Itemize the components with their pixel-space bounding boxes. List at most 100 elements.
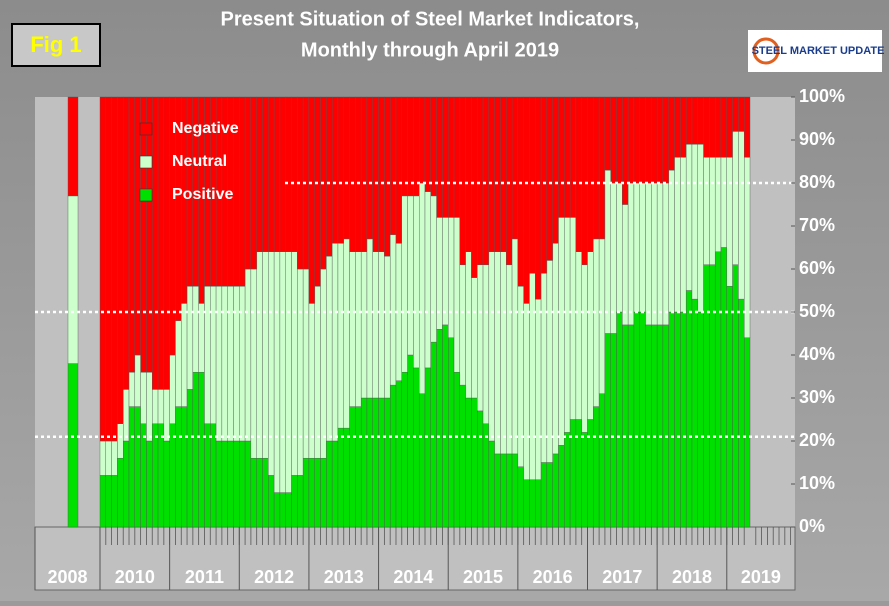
bar-segment: [163, 389, 170, 442]
bar-segment: [471, 96, 478, 278]
bar-segment: [424, 96, 432, 192]
bar-segment: [622, 204, 629, 326]
x-tick-label: 2019: [741, 567, 781, 587]
bar-segment: [262, 458, 269, 528]
bar-segment: [117, 96, 124, 424]
bar-segment: [360, 251, 368, 399]
bar-segment: [256, 96, 263, 253]
bar-segment: [645, 324, 652, 528]
bar-segment: [140, 372, 147, 425]
bar-segment: [517, 466, 524, 528]
bar-segment: [535, 479, 542, 528]
bar-segment: [244, 96, 252, 270]
bar-segment: [488, 440, 495, 528]
bar-segment: [111, 440, 118, 476]
bar-segment: [442, 324, 449, 528]
y-tick-label: 100%: [799, 86, 845, 106]
bar-segment: [488, 251, 495, 442]
bar-segment: [67, 96, 79, 197]
figure-label-box: [11, 23, 101, 67]
y-tick-label: 90%: [799, 129, 835, 149]
bar-segment: [337, 427, 344, 528]
bar-segment: [337, 242, 344, 429]
bar-segment: [529, 96, 536, 274]
bar-segment: [511, 238, 519, 455]
bar-segment: [598, 393, 606, 528]
bar-segment: [343, 96, 350, 240]
bar-segment: [372, 397, 379, 528]
bar-segment: [273, 251, 281, 493]
bar-segment: [192, 372, 199, 528]
bar-segment: [384, 255, 391, 399]
bar-segment: [523, 96, 530, 304]
legend-swatch: [139, 155, 153, 169]
bar-segment: [331, 96, 339, 244]
bar-segment: [326, 255, 333, 442]
bar-segment: [140, 423, 147, 528]
bar-segment: [134, 354, 141, 407]
bar-segment: [256, 458, 263, 528]
bar-segment: [465, 251, 472, 399]
bar-segment: [668, 311, 675, 528]
bar-segment: [424, 191, 432, 369]
bar-segment: [146, 96, 153, 373]
y-tick-label: 10%: [799, 473, 835, 493]
bar-segment: [581, 96, 588, 265]
bar-segment: [506, 96, 513, 265]
bar-segment: [627, 182, 635, 326]
bar-segment: [633, 311, 640, 528]
bar-segment: [123, 389, 130, 442]
bar-segment: [389, 384, 397, 528]
bar-segment: [268, 96, 275, 253]
legend-swatch: [139, 122, 153, 136]
bar-segment: [651, 182, 658, 326]
bar-segment: [726, 156, 733, 287]
bar-segment: [500, 251, 507, 455]
bar-segment: [459, 264, 466, 386]
bar-segment: [279, 492, 286, 528]
bar-segment: [285, 251, 292, 493]
bar-segment: [204, 286, 211, 425]
bar-segment: [384, 397, 391, 528]
bar-segment: [215, 440, 223, 528]
bar-segment: [442, 96, 449, 218]
bar-segment: [146, 440, 153, 528]
bar-segment: [128, 406, 136, 528]
bar-segment: [413, 96, 420, 197]
bar-segment: [517, 96, 524, 287]
bar-segment: [604, 96, 611, 171]
bar-segment: [575, 251, 582, 420]
bar-segment: [262, 96, 269, 253]
bar-segment: [117, 458, 124, 528]
bar-segment: [732, 96, 739, 132]
bar-segment: [743, 96, 751, 158]
bar-segment: [627, 324, 635, 528]
bar-segment: [651, 324, 658, 528]
bar-segment: [564, 96, 571, 218]
chart-title: Monthly through April 2019: [301, 39, 559, 61]
bar-segment: [349, 96, 356, 253]
bar-segment: [494, 453, 501, 528]
bar-segment: [430, 341, 437, 528]
bar-segment: [343, 427, 350, 528]
bar-segment: [453, 372, 461, 528]
bar-segment: [506, 453, 513, 528]
bar-segment: [535, 96, 542, 300]
bar-segment: [482, 96, 490, 265]
bar-segment: [302, 268, 310, 459]
bar-segment: [250, 96, 257, 270]
bar-segment: [714, 156, 722, 252]
logo-icon: [752, 37, 780, 65]
bar-segment: [140, 96, 147, 373]
bar-segment: [482, 423, 490, 528]
bar-segment: [674, 156, 681, 313]
bar-segment: [244, 440, 252, 528]
bar-segment: [732, 131, 739, 265]
bar-segment: [465, 96, 472, 253]
bar-segment: [384, 96, 391, 257]
x-tick-label: 2015: [463, 567, 503, 587]
bar-segment: [256, 251, 263, 459]
y-tick-label: 20%: [799, 430, 835, 450]
bar-segment: [210, 286, 217, 425]
